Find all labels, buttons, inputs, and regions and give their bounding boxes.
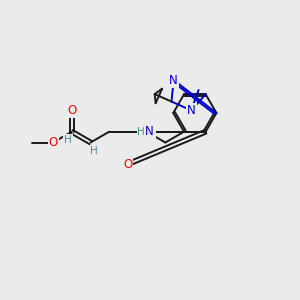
- Text: HN: HN: [138, 125, 155, 138]
- Text: O: O: [49, 136, 58, 149]
- Text: N: N: [187, 104, 196, 117]
- Text: H: H: [64, 135, 72, 145]
- Text: N: N: [145, 125, 154, 138]
- Text: H: H: [137, 127, 145, 137]
- Text: H: H: [90, 146, 98, 156]
- Text: N: N: [169, 74, 178, 87]
- Text: O: O: [67, 103, 76, 117]
- Text: O: O: [123, 158, 133, 171]
